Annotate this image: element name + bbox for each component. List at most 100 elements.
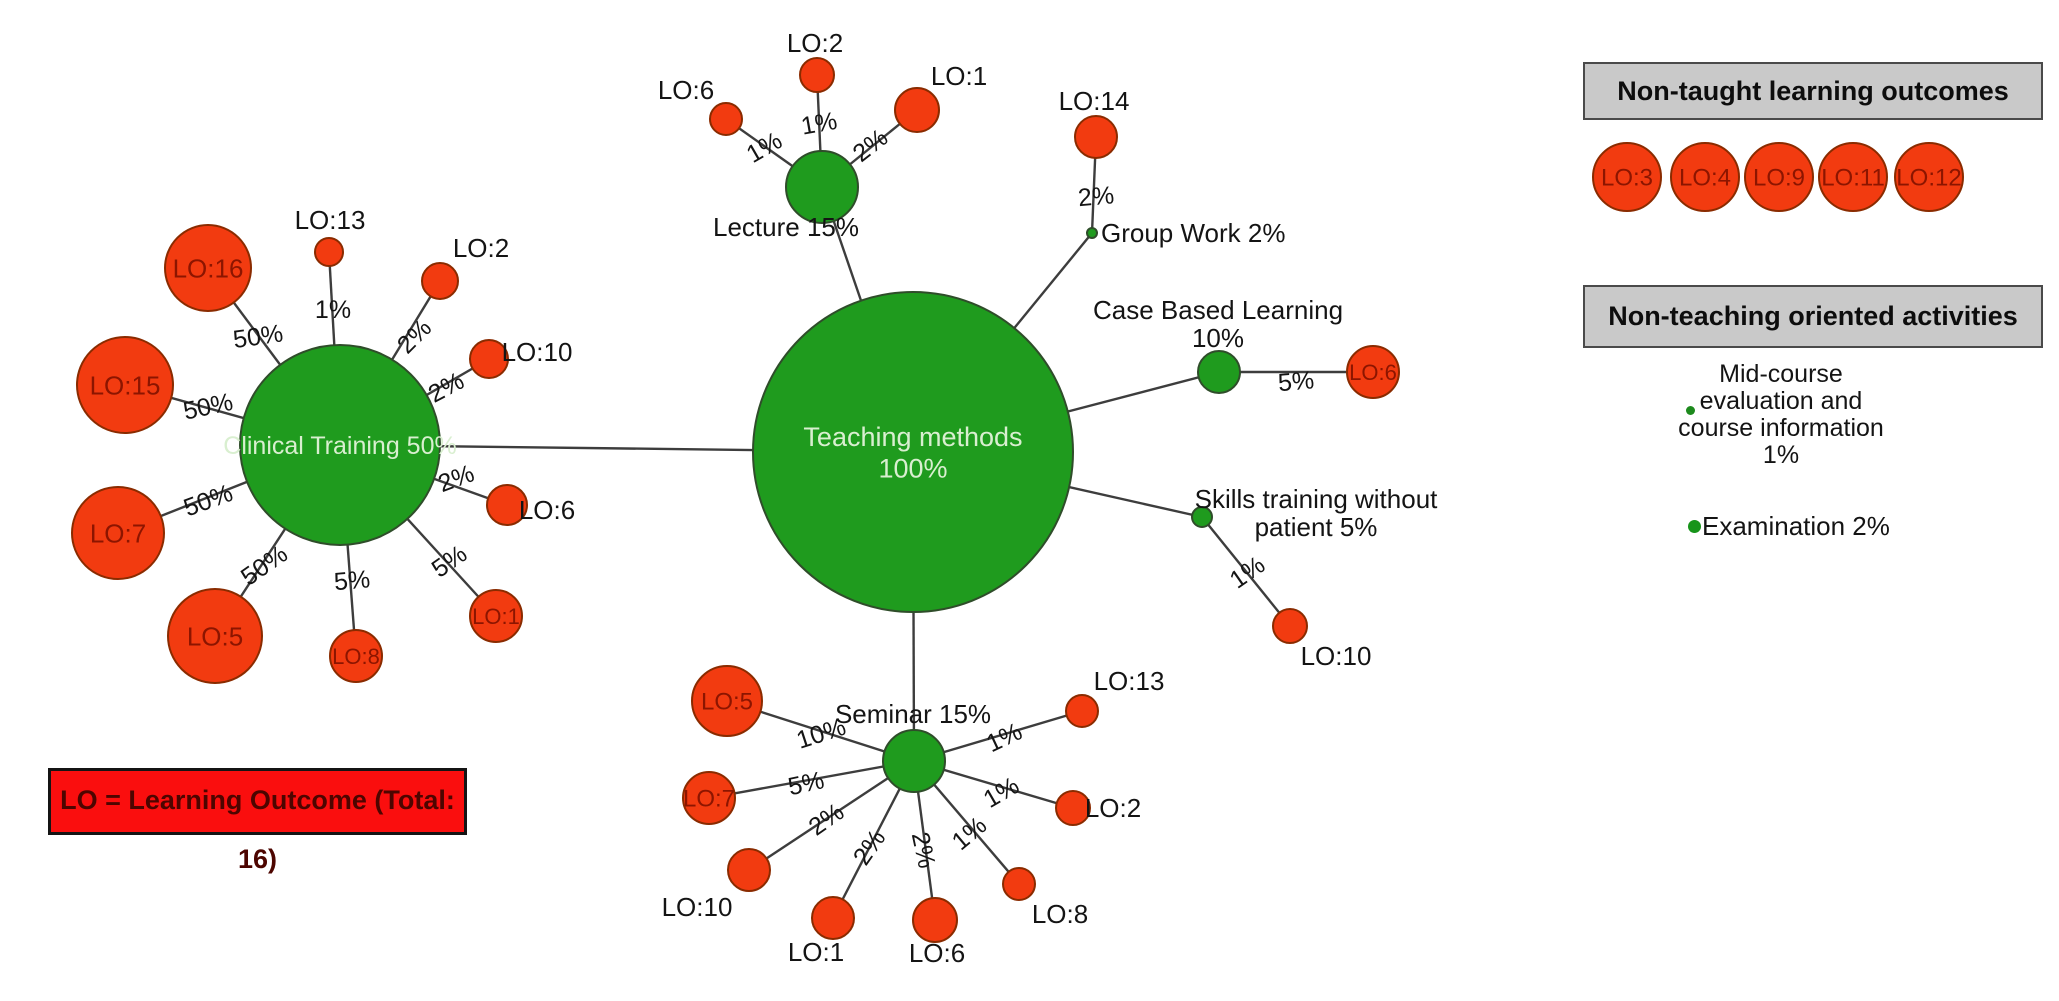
node-label-skills-1: patient 5% [1255, 512, 1378, 542]
midcourse-node-dot [1686, 406, 1695, 415]
node-label-c10: LO:10 [502, 337, 573, 367]
lo-legend-box: LO = Learning Outcome (Total: 16) [48, 768, 467, 874]
edge-label-seminar-m2: 1% [979, 771, 1024, 813]
node-seminar [882, 729, 946, 793]
node-c10 [469, 339, 509, 379]
node-c2 [421, 262, 459, 300]
edge-label-clinical-c13: 1% [315, 296, 351, 324]
node-c6 [486, 484, 528, 526]
node-label-m6: LO:6 [909, 938, 965, 968]
node-text-m5: LO:5 [701, 689, 753, 716]
edge-label-clinical-c7: 50% [180, 479, 237, 522]
node-g14 [1074, 115, 1118, 159]
node-text-teaching: Teaching methods [803, 422, 1022, 452]
edge-seminar-m7 [708, 759, 915, 800]
node-teaching [752, 291, 1074, 613]
node-label-m1: LO:1 [788, 937, 844, 967]
node-c8 [329, 629, 383, 683]
node-label-c6: LO:6 [519, 495, 575, 525]
node-m6 [912, 897, 958, 943]
node-clinical [239, 344, 441, 546]
node-label-lecture: Lecture 15% [713, 212, 859, 242]
edge-label-seminar-m6: 2% [906, 830, 941, 871]
edge-label-skills-s10: 1% [1225, 551, 1271, 595]
midcourse-line-3: course information [1678, 414, 1884, 442]
node-m10 [727, 848, 771, 892]
node-nt3 [1592, 142, 1662, 212]
node-lecture [785, 150, 859, 224]
midcourse-line-4: 1% [1762, 441, 1800, 469]
edge-label-clinical-c15: 50% [181, 388, 236, 426]
edge-label-groupwork-g14: 2% [1077, 181, 1115, 212]
node-m8 [1002, 867, 1036, 901]
node-text-cb6: LO:6 [1349, 360, 1397, 385]
node-m7 [682, 771, 736, 825]
node-text-nt9: LO:9 [1753, 165, 1805, 192]
node-label-m13: LO:13 [1094, 666, 1165, 696]
edge-seminar-m10 [748, 759, 915, 872]
node-c1 [469, 589, 523, 643]
edge-label-clinical-c16: 50% [231, 319, 284, 354]
node-m2 [1055, 790, 1091, 826]
non-taught-outcomes-header: Non-taught learning outcomes [1583, 62, 2043, 120]
node-text-c7: LO:7 [90, 518, 146, 548]
edge-label-lecture-l6: 1% [742, 126, 787, 168]
node-label-seminar: Seminar 15% [835, 699, 991, 729]
node-s10 [1272, 608, 1308, 644]
edge-label-cbl-cb6: 5% [1277, 366, 1315, 397]
midcourse-line-2: evaluation and [1699, 387, 1863, 415]
edge-label-clinical-c5: 50% [236, 540, 293, 592]
node-c16 [164, 224, 252, 312]
node-c13 [314, 237, 344, 267]
node-text-nt12: LO:12 [1896, 165, 1961, 192]
node-label-cbl: Case Based Learning [1093, 295, 1343, 325]
node-nt11 [1818, 142, 1888, 212]
node-text-teaching: 100% [878, 454, 947, 484]
node-text-c5: LO:5 [187, 621, 243, 651]
node-nt4 [1670, 142, 1740, 212]
node-m1 [811, 896, 855, 940]
midcourse-evaluation-label: Mid-course evaluation and course informa… [1656, 361, 1906, 469]
node-label-skills: Skills training without [1195, 484, 1439, 514]
node-nt12 [1894, 142, 1964, 212]
node-c7 [71, 486, 165, 580]
node-label-m2: LO:2 [1085, 793, 1141, 823]
node-cbl [1197, 350, 1241, 394]
node-l2 [799, 57, 835, 93]
node-label-c13: LO:13 [295, 205, 366, 235]
node-nt9 [1744, 142, 1814, 212]
node-text-c16: LO:16 [173, 253, 244, 283]
edge-label-seminar-m1: 2% [848, 825, 892, 871]
node-label-l6: LO:6 [658, 75, 714, 105]
node-label-m10: LO:10 [662, 892, 733, 922]
edge-skills-s10 [1201, 516, 1291, 627]
edge-label-seminar-m10: 2% [804, 798, 850, 842]
node-cb6 [1346, 345, 1400, 399]
node-l1 [894, 87, 940, 133]
node-text-nt4: LO:4 [1679, 165, 1731, 192]
node-m13 [1065, 694, 1099, 728]
node-text-c15: LO:15 [90, 370, 161, 400]
node-text-m7: LO:7 [683, 786, 735, 813]
node-m5 [691, 665, 763, 737]
midcourse-line-1: Mid-course [1719, 360, 1843, 388]
examination-label: Examination 2% [1702, 510, 1890, 541]
non-teaching-activities-header: Non-teaching oriented activities [1583, 285, 2043, 348]
node-c15 [76, 336, 174, 434]
node-label-l2: LO:2 [787, 28, 843, 58]
examination-activity: Examination 2% [1688, 510, 1890, 541]
node-label-g14: LO:14 [1059, 86, 1130, 116]
edge-label-seminar-m5: 10% [793, 713, 849, 755]
node-text-c1: LO:1 [472, 604, 520, 629]
node-label-groupwork: Group Work 2% [1101, 218, 1285, 248]
node-text-clinical: Clinical Training 50% [223, 432, 456, 460]
examination-node-dot [1688, 519, 1701, 533]
node-skills [1191, 506, 1213, 528]
node-c5 [167, 588, 263, 684]
node-label-c2: LO:2 [453, 233, 509, 263]
node-label-m8: LO:8 [1032, 899, 1088, 929]
node-label-l1: LO:1 [931, 61, 987, 91]
edge-label-clinical-c2: 2% [392, 314, 437, 359]
node-label-cbl-1: 10% [1192, 323, 1244, 353]
